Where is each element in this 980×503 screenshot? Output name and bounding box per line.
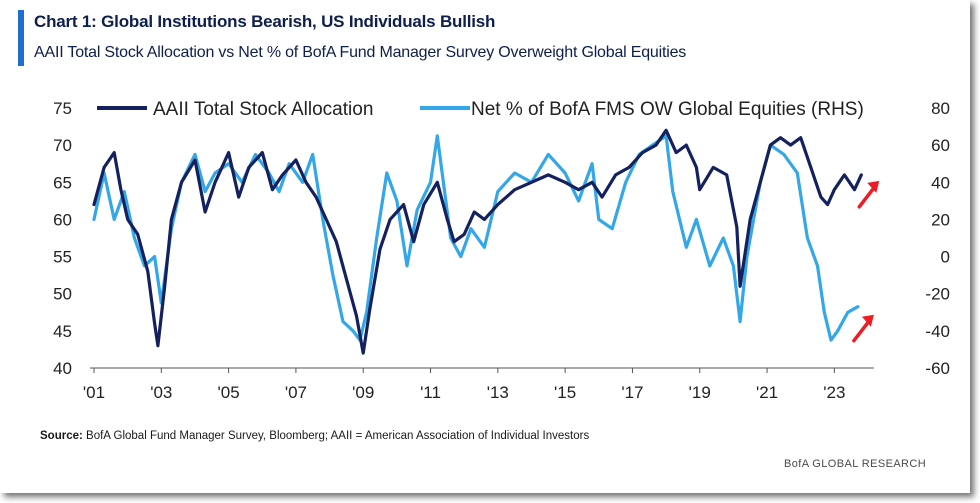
chart-panel: Chart 1: Global Institutions Bearish, US…: [18, 10, 950, 470]
line-chart: 40 45 50 55 60 65 70 75 -60 -40 -20 0 20 40 60 80 '01 '03…: [53, 99, 950, 402]
x-tick-label: '17: [621, 383, 643, 402]
source-label: Source:: [40, 430, 83, 442]
legend-bofa-fms-label: Net % of BofA FMS OW Global Equities (RH…: [471, 99, 864, 120]
x-tick-label: '05: [218, 383, 240, 402]
y-right-tick-label: 40: [931, 173, 950, 192]
x-tick-label: '19: [689, 383, 711, 402]
x-tick-label: '21: [756, 383, 778, 402]
arrow-bofa-fms-head: [861, 314, 874, 327]
x-tick-label: '15: [554, 383, 576, 402]
y-right-tick-label: -60: [925, 359, 950, 378]
y-left-tick-label: 55: [53, 248, 72, 267]
arrow-aaii-head: [867, 180, 880, 193]
x-tick-label: '09: [352, 383, 374, 402]
series-line-aaii: [92, 128, 863, 355]
y-right-tick-label: 80: [931, 99, 950, 118]
x-tick-label: '03: [150, 383, 172, 402]
y-left-tick-label: 60: [53, 210, 72, 229]
footer-brand: BofA GLOBAL RESEARCH: [784, 458, 927, 470]
x-tick-label: '11: [420, 383, 441, 402]
x-tick-label: '01: [83, 383, 105, 402]
y-right-tick-label: -20: [925, 285, 950, 304]
y-left-tick-label: 50: [53, 285, 72, 304]
accent-bar: [18, 10, 24, 66]
y-right-tick-label: -40: [925, 322, 950, 341]
y-left-tick-label: 40: [53, 359, 72, 378]
y-right-tick-label: 20: [931, 210, 950, 229]
source-text: BofA Global Fund Manager Survey, Bloombe…: [82, 430, 590, 442]
y-left-tick-label: 75: [53, 99, 72, 118]
y-left-tick-label: 65: [53, 173, 72, 192]
y-right-tick-label: 60: [931, 136, 950, 155]
x-tick-label: '07: [285, 383, 307, 402]
chart-subtitle: AAII Total Stock Allocation vs Net % of …: [34, 44, 687, 61]
x-tick-label: '23: [823, 383, 845, 402]
series-line-bofa-fms: [92, 134, 860, 342]
legend-aaii-label: AAII Total Stock Allocation: [153, 99, 373, 120]
source-note: Source: BofA Global Fund Manager Survey,…: [40, 430, 589, 442]
y-right-tick-label: 0: [941, 248, 950, 267]
chart-title: Chart 1: Global Institutions Bearish, US…: [34, 12, 496, 31]
x-tick-label: '13: [487, 383, 509, 402]
y-left-tick-label: 70: [53, 136, 72, 155]
y-left-tick-label: 45: [53, 322, 72, 341]
